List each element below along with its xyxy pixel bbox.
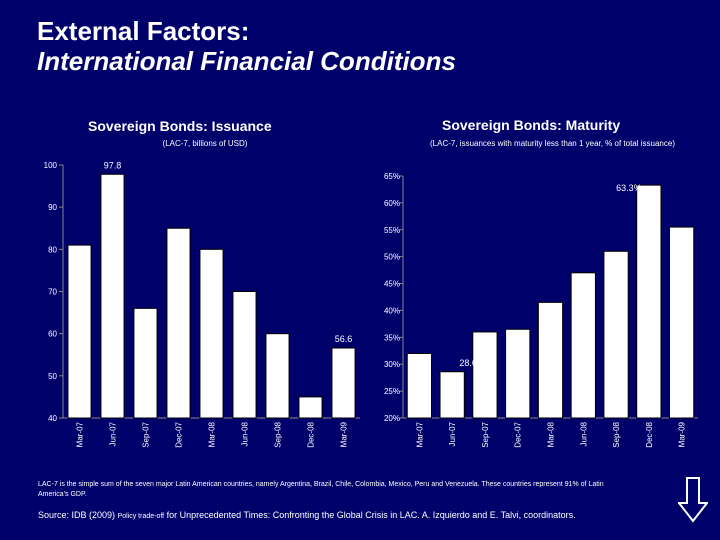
- issuance-y-tick-label: 50: [48, 372, 57, 381]
- maturity-x-tick-label: Mar-08: [547, 421, 556, 447]
- maturity-x-tick-label: Mar-07: [415, 421, 424, 447]
- maturity-data-label: 28.6%: [459, 358, 485, 368]
- slide-title: External Factors: International Financia…: [37, 16, 456, 76]
- maturity-y-tick-label: 20%: [384, 414, 400, 423]
- footnote: LAC-7 is the simple sum of the seven maj…: [38, 481, 604, 498]
- maturity-bar: [439, 371, 465, 419]
- issuance-x-tick-label: Mar-09: [340, 421, 349, 447]
- slide-title-line1: External Factors:: [37, 16, 250, 46]
- down-arrow-icon[interactable]: [678, 477, 708, 523]
- issuance-x-tick-label: Sep-08: [274, 421, 283, 447]
- issuance-bar: [331, 347, 356, 419]
- maturity-bar: [406, 352, 433, 419]
- issuance-y-tick-label: 40: [48, 414, 57, 423]
- maturity-y-tick-label: 50%: [384, 253, 400, 262]
- issuance-bar: [199, 248, 224, 419]
- issuance-y-tick-label: 90: [48, 203, 57, 212]
- maturity-bar: [472, 331, 498, 419]
- issuance-x-tick-label: Dec-07: [175, 421, 184, 447]
- maturity-x-tick-label: Sep-07: [481, 421, 490, 447]
- issuance-bar: [100, 173, 125, 419]
- issuance-x-tick-label: Jun-07: [109, 421, 118, 446]
- source-line: Source: IDB (2009) Policy trade-off for …: [38, 510, 576, 520]
- maturity-y-tick-label: 45%: [384, 280, 400, 289]
- issuance-x-tick-label: Jun-08: [241, 421, 250, 446]
- issuance-chart-subtitle: (LAC-7, billions of USD): [162, 139, 248, 148]
- maturity-bar: [505, 328, 531, 419]
- issuance-y-tick-label: 60: [48, 330, 57, 339]
- maturity-bar: [636, 184, 662, 419]
- maturity-x-tick-label: Dec-08: [645, 421, 654, 447]
- maturity-bar: [603, 250, 629, 419]
- slide-title-line2: International Financial Conditions: [37, 46, 456, 76]
- issuance-data-label: 56.6: [335, 334, 353, 344]
- source-small: Policy trade-off: [117, 513, 165, 520]
- issuance-bar: [133, 307, 158, 419]
- maturity-y-tick-label: 35%: [384, 333, 400, 342]
- source-suffix: for Unprecedented Times: Confronting the…: [166, 510, 576, 520]
- maturity-x-tick-label: Sep-08: [612, 421, 621, 447]
- maturity-x-tick-label: Jun-07: [448, 421, 457, 446]
- issuance-data-label: 97.8: [104, 160, 122, 170]
- issuance-x-tick-label: Mar-08: [208, 421, 217, 447]
- source-prefix: Source: IDB (2009): [38, 510, 116, 520]
- maturity-bar: [537, 301, 564, 419]
- issuance-y-tick-label: 70: [48, 288, 57, 297]
- maturity-chart-title: Sovereign Bonds: Maturity: [442, 117, 621, 133]
- maturity-y-tick-label: 25%: [384, 387, 400, 396]
- issuance-y-tick-label: 80: [48, 245, 57, 254]
- maturity-bar: [668, 226, 695, 419]
- issuance-x-tick-label: Mar-07: [76, 421, 85, 447]
- maturity-y-tick-label: 40%: [384, 306, 400, 315]
- issuance-bar: [166, 227, 191, 419]
- issuance-chart-title: Sovereign Bonds: Issuance: [88, 118, 272, 134]
- maturity-data-label: 63.3%: [616, 183, 642, 193]
- issuance-x-tick-label: Sep-07: [142, 421, 151, 447]
- maturity-y-tick-label: 65%: [384, 172, 400, 181]
- maturity-y-tick-label: 60%: [384, 199, 400, 208]
- maturity-y-tick-label: 30%: [384, 360, 400, 369]
- maturity-x-tick-label: Dec-07: [514, 421, 523, 447]
- issuance-x-tick-label: Dec-08: [307, 421, 316, 447]
- issuance-bar: [298, 396, 323, 419]
- maturity-bar: [570, 272, 596, 419]
- issuance-bar: [232, 291, 257, 419]
- maturity-x-tick-label: Jun-08: [579, 421, 588, 446]
- issuance-bar: [67, 244, 92, 419]
- maturity-x-tick-label: Mar-09: [678, 421, 687, 447]
- maturity-y-tick-label: 55%: [384, 226, 400, 235]
- issuance-bar: [265, 333, 290, 419]
- issuance-y-tick-label: 100: [44, 161, 58, 170]
- maturity-chart-subtitle: (LAC-7, issuances with maturity less tha…: [430, 139, 675, 148]
